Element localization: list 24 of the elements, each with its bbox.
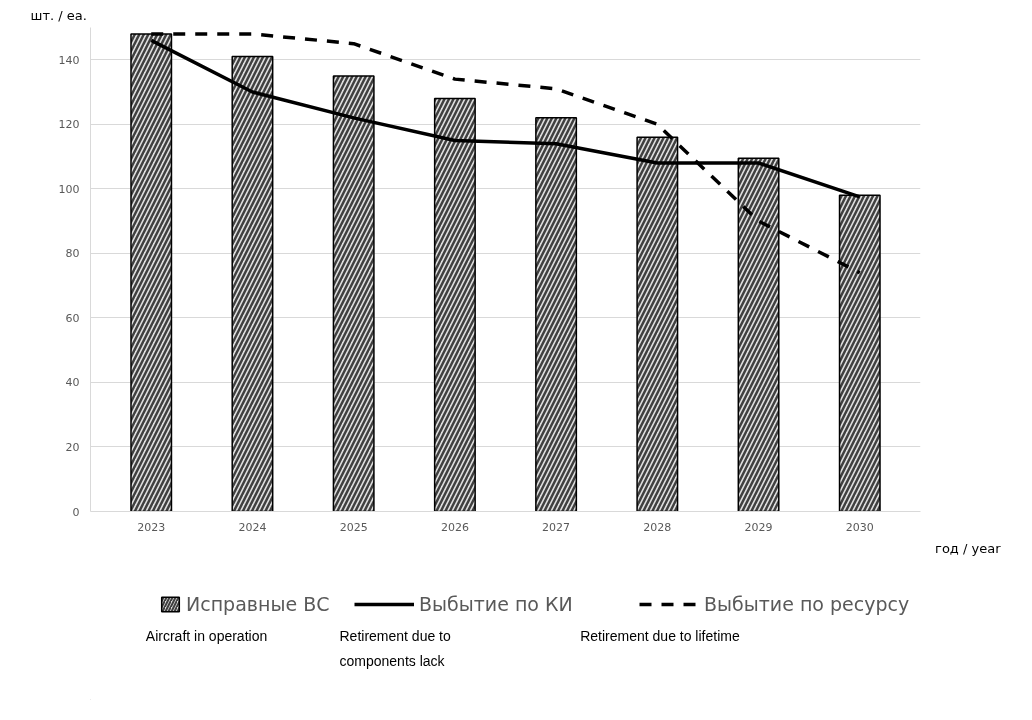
y-tick-label: 60: [65, 311, 80, 325]
legend-label: Выбытие по ресурсу: [704, 593, 910, 615]
x-tick-label: 2023: [137, 520, 166, 534]
y-tick-label: 140: [58, 53, 80, 67]
y-tick-label: 100: [58, 182, 80, 196]
y-tick-label: 40: [65, 376, 80, 390]
text: Retirement due to components lack: [339, 627, 451, 670]
x-tick-label: 2028: [643, 520, 672, 534]
y-tick-label: 0: [72, 505, 80, 519]
x-tick-label: 2024: [238, 520, 267, 534]
x-tick-label: 2026: [440, 520, 469, 534]
x-tick-label: 2030: [845, 520, 874, 534]
legend-label: Выбытие по КИ: [419, 593, 573, 615]
text: Aircraft in operation: [145, 627, 268, 644]
y-axis-title: шт. / ea.: [30, 7, 87, 23]
y-tick-label: 80: [65, 247, 80, 261]
legend-label: Исправные ВС: [186, 593, 330, 615]
x-tick-label: 2029: [744, 520, 773, 534]
x-tick-label: 2027: [542, 520, 571, 534]
x-tick-label: 2025: [339, 520, 368, 534]
x-axis-title: год / year: [935, 540, 1002, 556]
text: Retirement due to lifetime: [580, 627, 740, 644]
y-tick-label: 20: [65, 440, 80, 454]
y-tick-label: 120: [58, 118, 80, 132]
